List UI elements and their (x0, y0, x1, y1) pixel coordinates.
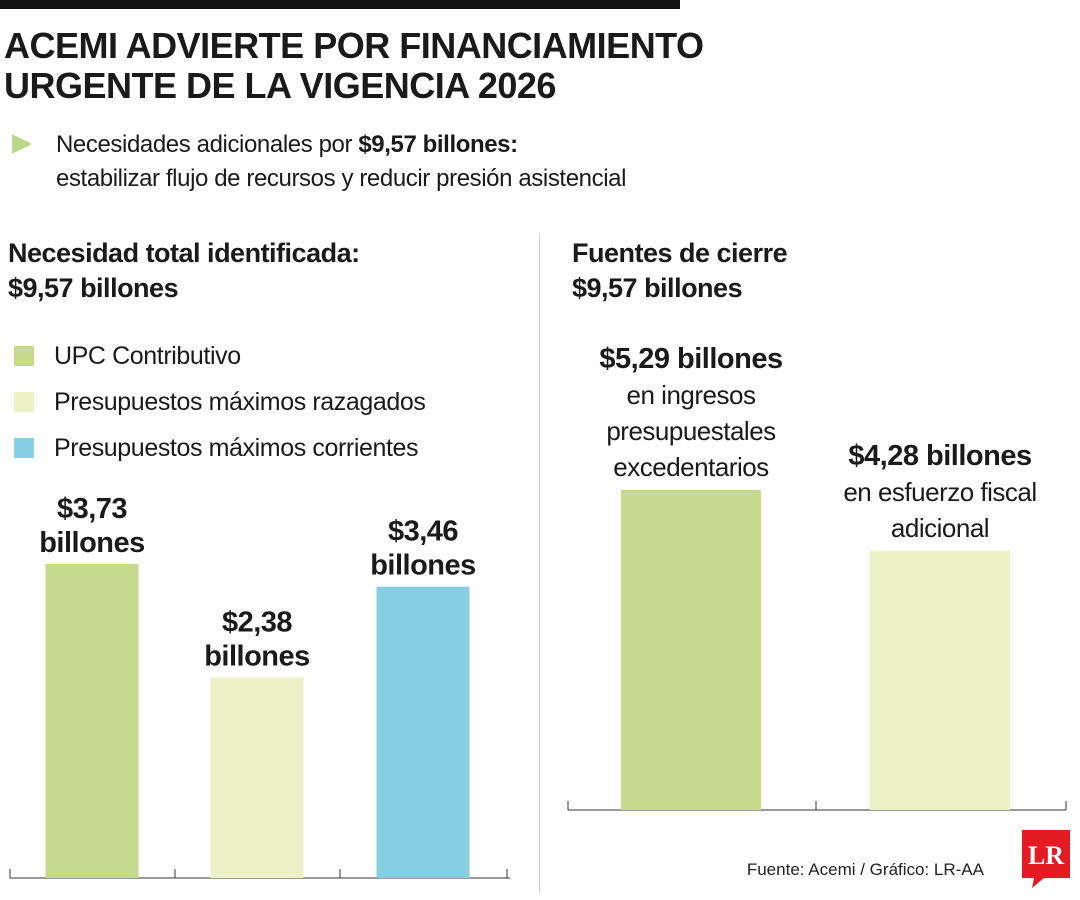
subtitle-prefix: Necesidades adicionales por (56, 131, 359, 158)
section-divider (539, 233, 540, 893)
triangle-right-icon (12, 134, 32, 154)
page-title: ACEMI ADVIERTE POR FINANCIAMIENTO URGENT… (4, 26, 764, 106)
legend-item-corrientes: Presupuestos máximos corrientes (14, 430, 484, 476)
legend-label: Presupuestos máximos corrientes (54, 434, 419, 462)
lr-logo: LR (1022, 830, 1070, 888)
bar-value-label: $3,46 (388, 516, 458, 548)
legend-label: Presupuestos máximos razagados (54, 388, 426, 416)
bar-description-label: presupuestales (606, 416, 776, 446)
legend-swatch (14, 438, 34, 458)
title-line-1: ACEMI ADVIERTE POR FINANCIAMIENTO (4, 25, 704, 66)
legend-item-upc: UPC Contributivo (14, 338, 484, 384)
bar-description-label: adicional (891, 513, 989, 543)
subtitle-amount: $9,57 billones: (358, 131, 518, 158)
right-heading-line-1: Fuentes de cierre (572, 238, 788, 268)
bar-description-label: excedentarios (613, 452, 769, 482)
svg-text:LR: LR (1028, 841, 1064, 870)
bar (870, 551, 1010, 810)
title-line-2: URGENTE DE LA VIGENCIA 2026 (4, 65, 556, 106)
bar-description-label: en ingresos (627, 380, 756, 410)
right-heading-line-2: $9,57 billones (572, 273, 743, 303)
subtitle: Necesidades adicionales por $9,57 billon… (56, 128, 656, 196)
legend-label: UPC Contributivo (54, 342, 241, 370)
left-heading-line-1: Necesidad total identificada: (8, 238, 360, 268)
source-credit: Fuente: Acemi / Gráfico: LR-AA (746, 860, 984, 879)
bar-value-label: $3,73 (57, 493, 127, 525)
bar-value-label: billones (370, 550, 476, 582)
bar-value-label: billones (204, 641, 310, 673)
bar (45, 564, 139, 878)
left-heading-line-2: $9,57 billones (8, 273, 179, 303)
bar (376, 586, 470, 878)
bar-value-label: $2,38 (222, 607, 292, 639)
bar-value-label: $5,29 billones (599, 343, 782, 375)
legend-swatch (14, 392, 34, 412)
bar (621, 490, 761, 810)
right-chart-heading: Fuentes de cierre $9,57 billones (572, 236, 788, 306)
bar-value-label: billones (39, 527, 145, 559)
top-rule (0, 0, 680, 9)
left-chart-heading: Necesidad total identificada: $9,57 bill… (8, 236, 360, 306)
bar (210, 677, 304, 878)
legend: UPC Contributivo Presupuestos máximos ra… (14, 338, 484, 476)
bar-description-label: en esfuerzo fiscal (843, 477, 1036, 507)
bar-value-label: $4,28 billones (848, 440, 1031, 472)
legend-swatch (14, 346, 34, 366)
legend-item-rezagados: Presupuestos máximos razagados (14, 384, 484, 430)
subtitle-line-2: estabilizar flujo de recursos y reducir … (56, 165, 627, 192)
